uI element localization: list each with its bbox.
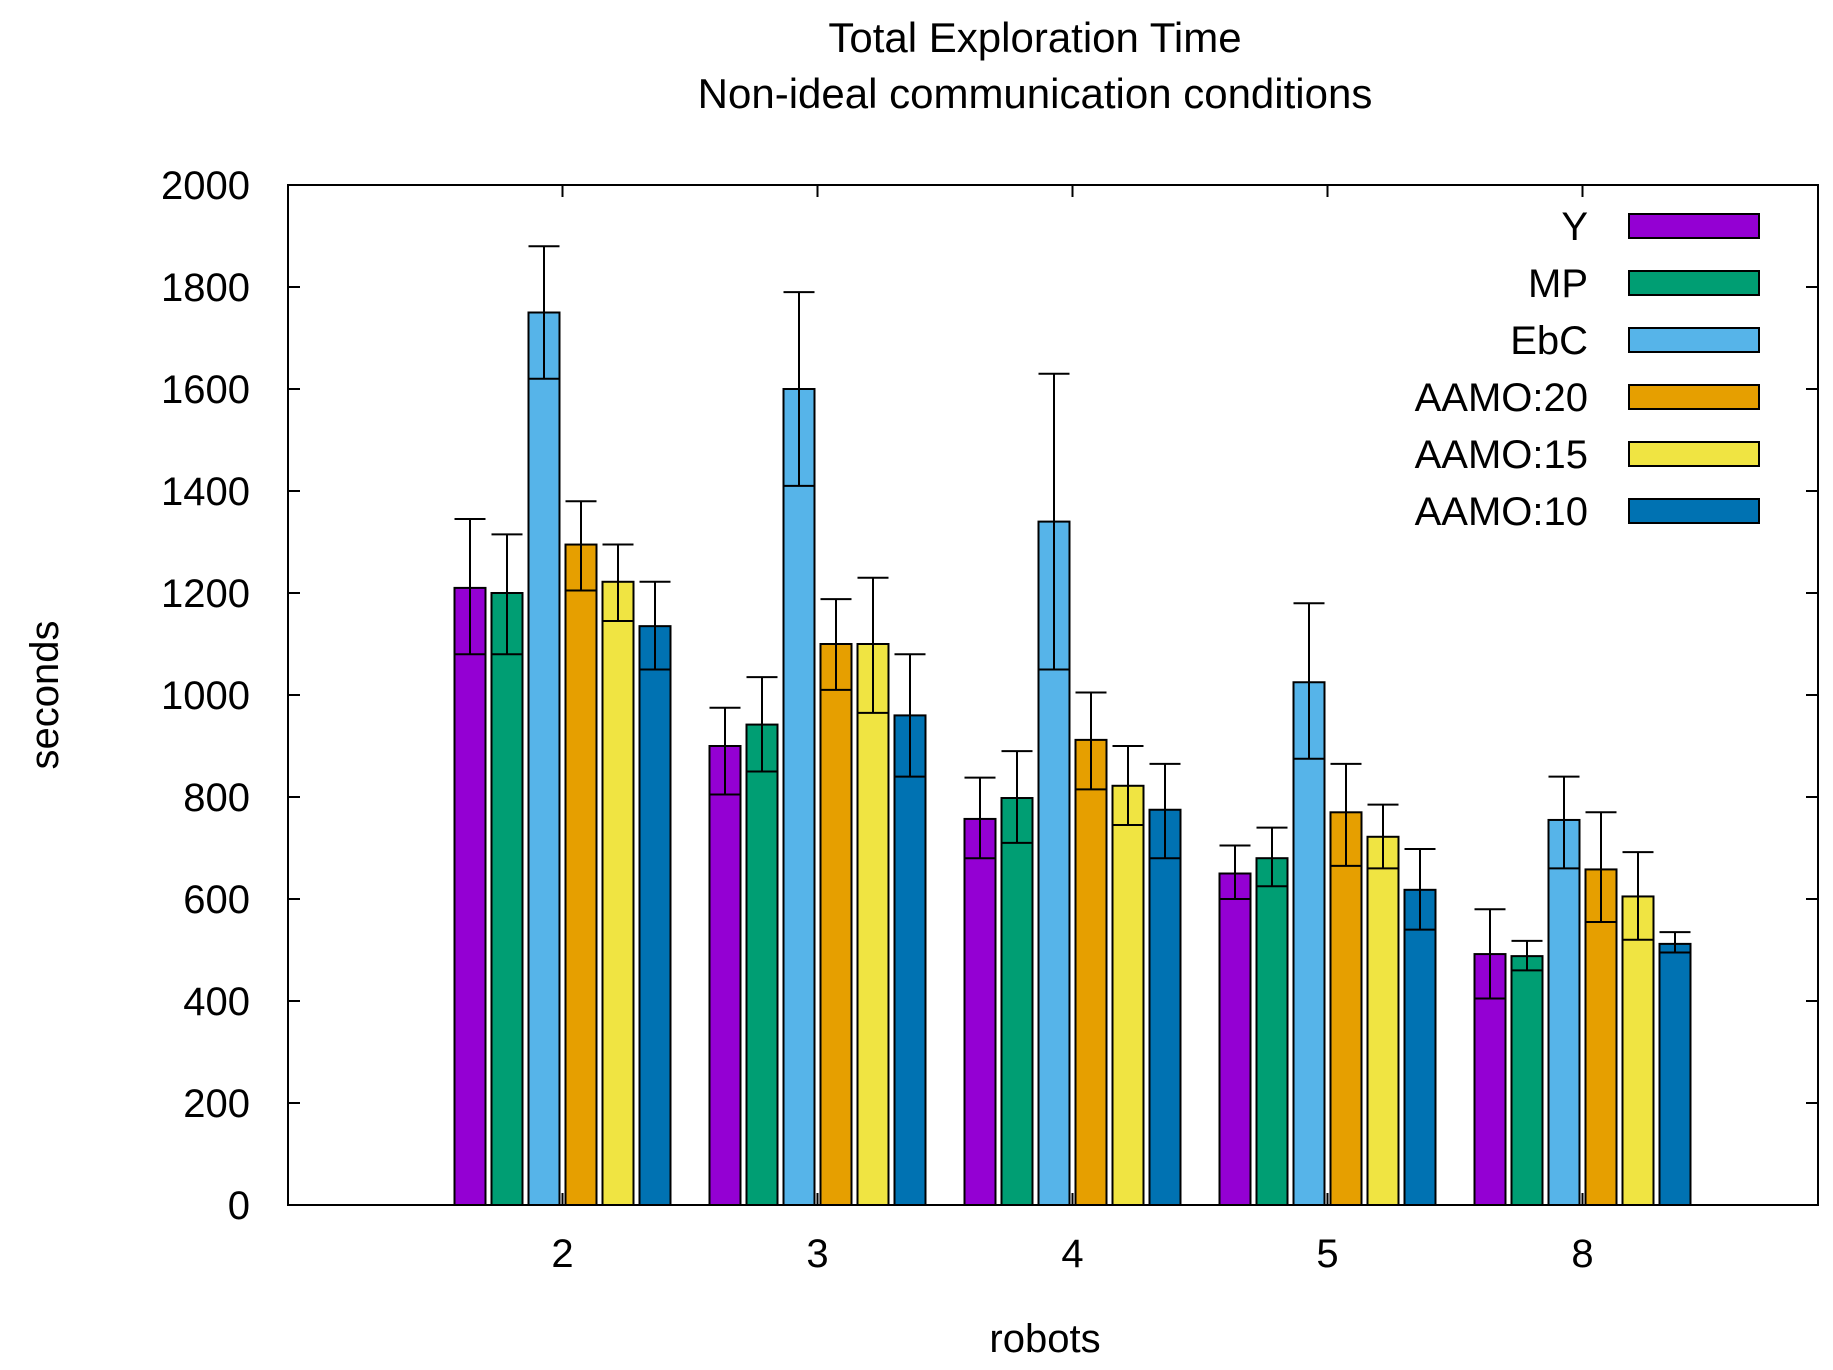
bar — [1658, 942, 1692, 1206]
legend-label: Y — [1561, 205, 1588, 249]
chart-title: Total Exploration Time — [828, 14, 1241, 61]
legend-label: MP — [1528, 262, 1588, 306]
legend-swatch — [1628, 384, 1760, 410]
x-axis: 2 3 4 5 8 — [551, 185, 1594, 1276]
error-bars-layer — [454, 245, 1691, 1000]
bar — [1292, 681, 1326, 1206]
bar — [638, 625, 672, 1206]
bar — [1510, 955, 1544, 1206]
legend: Y MP EbC AAMO:20 AAMO:15 AAMO:10 — [1415, 205, 1760, 534]
legend-swatch — [1628, 441, 1760, 467]
bar — [1403, 888, 1437, 1206]
y-tick-label: 1200 — [161, 572, 250, 616]
legend-label: AAMO:15 — [1415, 433, 1588, 477]
bar — [527, 311, 561, 1206]
legend-label: AAMO:10 — [1415, 490, 1588, 534]
bar — [1329, 811, 1363, 1206]
bar — [453, 586, 487, 1206]
y-tick-label: 2000 — [161, 164, 250, 208]
y-tick-label: 200 — [183, 1082, 250, 1126]
bar — [1111, 784, 1145, 1207]
x-tick-label: 8 — [1571, 1232, 1593, 1276]
bar — [1584, 868, 1618, 1206]
y-tick-label: 1600 — [161, 368, 250, 412]
bar — [893, 714, 927, 1207]
bar — [745, 723, 779, 1207]
x-tick-label: 2 — [551, 1232, 573, 1276]
legend-swatch — [1628, 498, 1760, 524]
y-axis-label: seconds — [23, 621, 67, 770]
y-tick-label: 400 — [183, 980, 250, 1024]
bar — [1547, 818, 1581, 1206]
bar — [782, 388, 816, 1206]
legend-swatch — [1628, 327, 1760, 353]
bar — [963, 817, 997, 1206]
bar — [564, 543, 598, 1206]
bar — [856, 643, 890, 1206]
chart-subtitle: Non-ideal communication conditions — [698, 70, 1373, 117]
bar — [819, 643, 853, 1206]
bar — [1621, 895, 1655, 1206]
y-tick-label: 1800 — [161, 266, 250, 310]
bar — [1366, 835, 1400, 1207]
y-axis: 0 200 400 600 800 1000 1200 1400 1600 1800 2000 — [161, 164, 1818, 1228]
x-tick-label: 5 — [1316, 1232, 1338, 1276]
y-tick-label: 1000 — [161, 674, 250, 718]
y-tick-label: 0 — [228, 1184, 250, 1228]
legend-label: EbC — [1510, 319, 1588, 363]
x-tick-label: 4 — [1061, 1232, 1083, 1276]
bars-layer — [453, 311, 1692, 1207]
bar — [601, 580, 635, 1206]
bar — [1218, 872, 1252, 1206]
bar — [708, 745, 742, 1206]
y-tick-label: 600 — [183, 878, 250, 922]
bar — [1000, 797, 1034, 1207]
bar — [490, 592, 524, 1206]
bar — [1148, 808, 1182, 1206]
y-tick-label: 800 — [183, 776, 250, 820]
y-tick-label: 1400 — [161, 470, 250, 514]
legend-swatch — [1628, 270, 1760, 296]
bar — [1074, 738, 1108, 1206]
legend-swatch — [1628, 213, 1760, 239]
legend-label: AAMO:20 — [1415, 376, 1588, 420]
bar — [1255, 857, 1289, 1206]
x-tick-label: 3 — [806, 1232, 828, 1276]
x-axis-label: robots — [989, 1317, 1100, 1361]
